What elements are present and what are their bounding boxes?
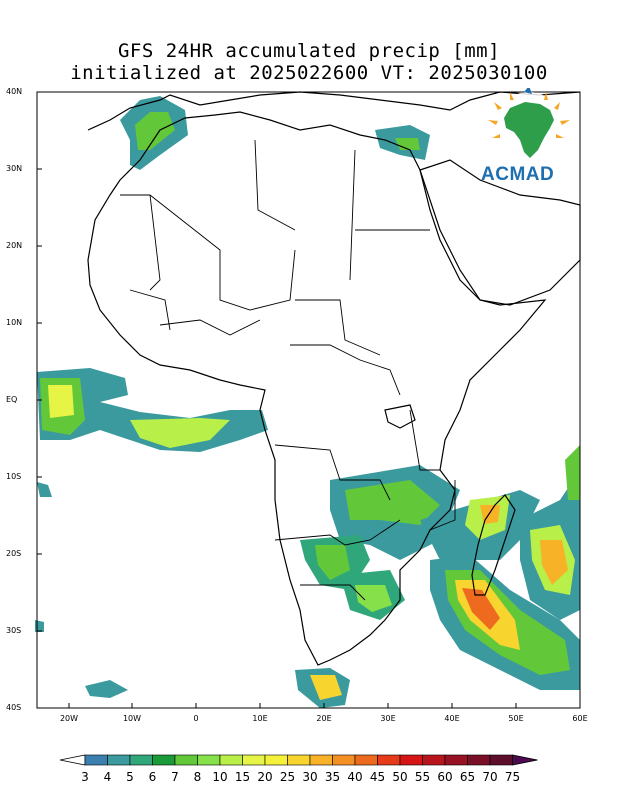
colorbar-label: 6 — [148, 770, 157, 784]
lat-label-eq: EQ — [6, 395, 18, 404]
lon-label-60e: 60E — [572, 714, 588, 723]
colorbar-label: 70 — [482, 770, 498, 784]
precip-fields — [35, 96, 580, 708]
acmad-logo-icon — [488, 88, 570, 160]
colorbar-label: 15 — [234, 770, 251, 784]
lat-label-10s: 10S — [6, 472, 22, 481]
colorbar-label: 3 — [81, 770, 89, 784]
axis-ticks — [37, 168, 517, 708]
colorbar-label: 20 — [257, 770, 273, 784]
lat-label-10n: 10N — [6, 318, 23, 327]
acmad-logo-text: ACMAD — [481, 164, 555, 185]
lon-label-10e: 10E — [252, 714, 268, 723]
colorbar-label: 35 — [324, 770, 341, 784]
colorbar-label: 55 — [414, 770, 431, 784]
lon-label-50e: 50E — [508, 714, 524, 723]
colorbar-label: 65 — [459, 770, 476, 784]
colorbar-label: 10 — [212, 770, 228, 784]
lat-label-20n: 20N — [6, 241, 23, 250]
country-borders — [120, 139, 456, 601]
map-title-line2: initialized at 2025022600 VT: 2025030100 — [70, 62, 548, 84]
colorbar-label: 25 — [279, 770, 296, 784]
colorbar-label: 60 — [437, 770, 453, 784]
colorbar-label: 5 — [126, 770, 134, 784]
lon-label-30e: 30E — [380, 714, 396, 723]
lat-label-40s: 40S — [6, 703, 22, 712]
colorbar-label: 30 — [302, 770, 318, 784]
lat-label-40n: 40N — [6, 87, 23, 96]
colorbar-label: 45 — [369, 770, 386, 784]
lon-label-0: 0 — [193, 714, 199, 723]
colorbar-label: 40 — [347, 770, 363, 784]
lon-label-20w: 20W — [59, 714, 79, 723]
colorbar-label: 50 — [392, 770, 408, 784]
colorbar-label: 75 — [504, 770, 521, 784]
lat-label-30s: 30S — [6, 626, 22, 635]
lat-label-30n: 30N — [6, 164, 23, 173]
map-title-line1: GFS 24HR accumulated precip [mm] — [117, 40, 501, 62]
lon-label-40e: 40E — [444, 714, 460, 723]
lon-label-20e: 20E — [316, 714, 332, 723]
lon-label-10w: 10W — [122, 714, 142, 723]
lat-label-20s: 20S — [6, 549, 22, 558]
colorbar-label: 8 — [193, 770, 202, 784]
colorbar-label: 7 — [171, 770, 179, 784]
colorbar-label: 4 — [103, 770, 112, 784]
